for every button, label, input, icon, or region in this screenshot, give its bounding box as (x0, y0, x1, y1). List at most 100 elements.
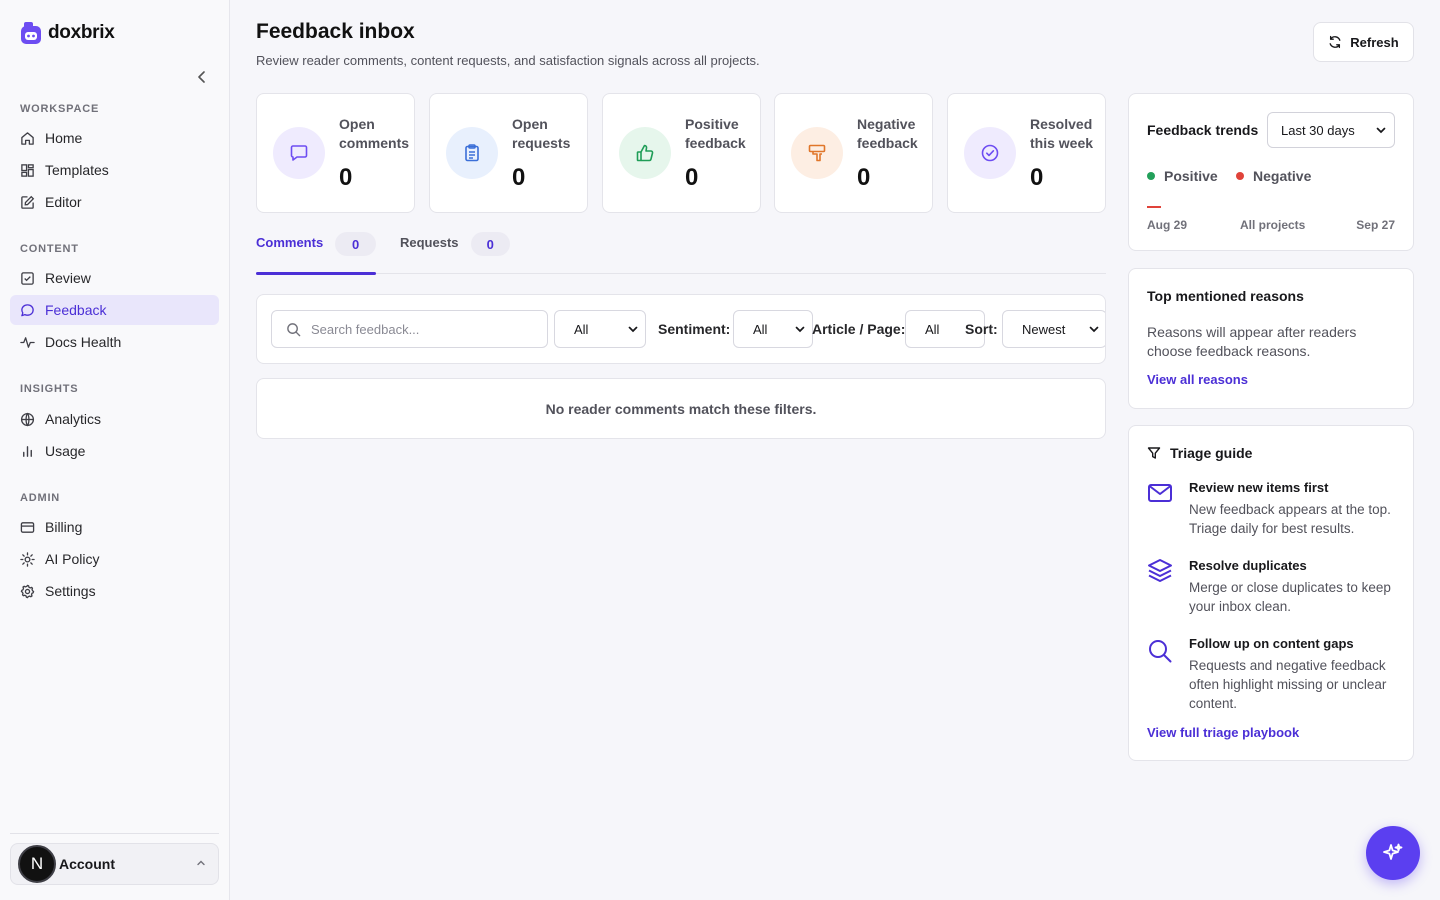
sidebar-item-editor[interactable]: Editor (10, 187, 219, 217)
tab-requests[interactable]: Requests 0 (400, 232, 510, 274)
stat-card-positive-feedback: Positive feedback 0 (602, 93, 761, 213)
guide-item-resolve-duplicates: Resolve duplicates Merge or close duplic… (1147, 558, 1403, 618)
avatar: N (18, 845, 56, 883)
clipboard-icon (465, 144, 479, 162)
sidebar-item-label: Editor (45, 194, 82, 210)
sidebar-item-home[interactable]: Home (10, 123, 219, 153)
sidebar-item-label: Usage (45, 443, 86, 459)
view-triage-playbook-link[interactable]: View full triage playbook (1147, 725, 1300, 740)
chevron-left-icon (198, 71, 205, 83)
stat-label: Positive feedback (685, 116, 746, 151)
sentiment-select[interactable]: All (733, 310, 813, 348)
thumbs-down-icon (808, 144, 826, 162)
tab-comments[interactable]: Comments 0 (256, 232, 376, 275)
sidebar-item-docs-health[interactable]: Docs Health (10, 327, 219, 357)
stat-value: 0 (339, 164, 353, 191)
trend-line (1147, 206, 1161, 208)
stat-label: Resolved this week (1030, 116, 1094, 151)
empty-message: No reader comments match these filters. (545, 400, 817, 417)
guide-item-title: Resolve duplicates (1189, 558, 1307, 573)
negative-dot (1236, 172, 1244, 180)
legend-label: Positive (1164, 168, 1218, 184)
ai-assistant-button[interactable] (1366, 826, 1420, 880)
account-label: Account (59, 856, 115, 872)
trend-range-value: Last 30 days (1281, 122, 1355, 138)
sidebar-item-usage[interactable]: Usage (10, 436, 219, 466)
feedback-icon (21, 303, 34, 316)
chevron-up-icon (197, 860, 205, 866)
sidebar-item-templates[interactable]: Templates (10, 155, 219, 185)
legend-positive: Positive (1147, 168, 1218, 184)
positive-dot (1147, 172, 1155, 180)
sidebar-item-analytics[interactable]: Analytics (10, 404, 219, 434)
stat-label: Open comments (339, 116, 410, 151)
nav-section-content: CONTENT Review Feedback Docs Health (10, 240, 219, 357)
sort-label: Sort: (965, 321, 998, 337)
article-page-select[interactable]: All (905, 310, 985, 348)
sidebar-item-billing[interactable]: Billing (10, 512, 219, 542)
guide-item-title: Review new items first (1189, 480, 1329, 495)
nav-heading: ADMIN (20, 492, 61, 504)
sidebar-item-settings[interactable]: Settings (10, 576, 219, 606)
stat-icon-bg (619, 127, 671, 179)
sentiment-select-value: All (753, 321, 768, 337)
reasons-text: Reasons will appear after readers choose… (1147, 324, 1357, 359)
sidebar-item-label: Feedback (45, 302, 107, 318)
triage-guide-card: Triage guide Review new items first New … (1128, 425, 1414, 761)
sidebar-divider (10, 833, 219, 834)
sidebar-item-feedback[interactable]: Feedback (10, 295, 219, 325)
article-page-select-value: All (925, 321, 940, 337)
stat-value: 0 (857, 164, 871, 191)
legend-negative: Negative (1236, 168, 1311, 184)
mail-icon (1148, 484, 1172, 502)
stat-card-negative-feedback: Negative feedback 0 (774, 93, 933, 213)
pulse-icon (20, 336, 35, 348)
guide-item-desc: Requests and negative feedback often hig… (1189, 658, 1387, 711)
type-select-value: All (574, 321, 589, 337)
guide-item-desc: New feedback appears at the top. Triage … (1189, 502, 1391, 536)
sidebar-item-review[interactable]: Review (10, 263, 219, 293)
stat-label: Open requests (512, 116, 571, 151)
stat-card-resolved-this-week: Resolved this week 0 (947, 93, 1106, 213)
sidebar-item-ai-policy[interactable]: AI Policy (10, 544, 219, 574)
search-input[interactable] (311, 321, 531, 337)
chevron-down-icon (1375, 124, 1387, 136)
globe-icon (20, 412, 35, 426)
comment-icon (290, 145, 308, 161)
type-select[interactable]: All (554, 310, 646, 348)
filter-icon (1147, 447, 1161, 459)
guide-item-title: Follow up on content gaps (1189, 636, 1354, 651)
nav-section-workspace: WORKSPACE Home Templates Editor (10, 100, 219, 217)
axis-start-label: Aug 29 (1147, 218, 1188, 232)
page-subtitle: Review reader comments, content requests… (256, 53, 760, 68)
stat-card-open-comments: Open comments 0 (256, 93, 415, 213)
page-title: Feedback inbox (256, 20, 415, 43)
tab-label: Comments (256, 235, 324, 250)
guide-item-desc: Merge or close duplicates to keep your i… (1189, 580, 1391, 614)
account-menu[interactable]: N Account (10, 843, 219, 885)
chevron-down-icon (628, 326, 638, 333)
refresh-button[interactable]: Refresh (1313, 22, 1414, 62)
stat-icon-bg (446, 127, 498, 179)
top-reasons-card: Top mentioned reasons Reasons will appea… (1128, 268, 1414, 409)
credit-card-icon (20, 521, 35, 533)
sidebar-item-label: Docs Health (45, 334, 122, 350)
trend-range-select[interactable]: Last 30 days (1267, 112, 1395, 148)
legend-label: Negative (1253, 168, 1312, 184)
refresh-icon (1329, 35, 1341, 49)
sidebar-item-label: Billing (45, 519, 83, 535)
tab-count-badge: 0 (335, 232, 376, 256)
sidebar-item-label: Home (45, 130, 83, 146)
sparkle-icon (1383, 843, 1403, 860)
sort-select[interactable]: Newest (1002, 310, 1105, 348)
brand-logo[interactable]: doxbrix (20, 21, 115, 45)
guide-item-content-gaps: Follow up on content gaps Requests and n… (1147, 636, 1403, 716)
stat-icon-bg (273, 127, 325, 179)
triage-guide-title: Triage guide (1170, 445, 1253, 461)
view-all-reasons-link[interactable]: View all reasons (1147, 372, 1248, 387)
stat-value: 0 (685, 164, 699, 191)
nav-heading: INSIGHTS (20, 383, 79, 395)
brand-name: doxbrix (48, 22, 115, 43)
home-icon (21, 131, 34, 145)
collapse-sidebar-button[interactable] (192, 67, 212, 87)
